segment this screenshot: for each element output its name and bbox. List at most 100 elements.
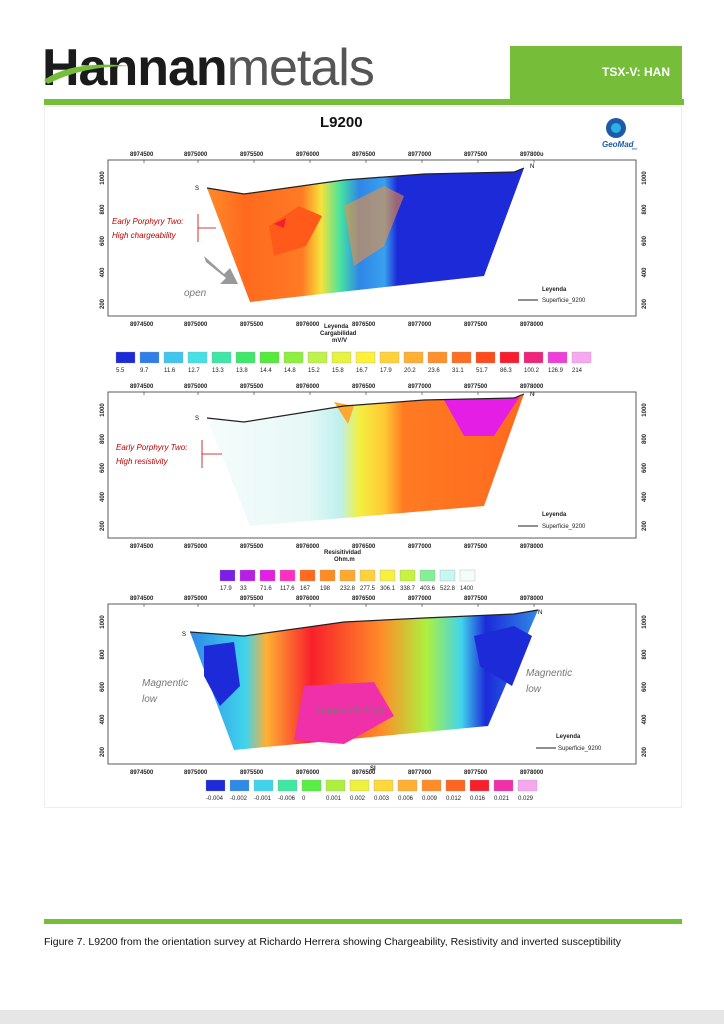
depth-tick-left: 200 xyxy=(100,298,106,309)
depth-tick-left: 400 xyxy=(100,491,106,502)
legend-line-2: Superficie_9200 xyxy=(542,524,586,530)
scale-swatch xyxy=(259,569,276,582)
south-label-2: S xyxy=(195,416,199,422)
scale-value-label: 198 xyxy=(320,586,331,592)
scale-swatch xyxy=(445,779,466,792)
scale-swatch xyxy=(331,351,352,364)
north-label-2: N xyxy=(530,392,534,398)
scale-value-label: 33 xyxy=(240,586,247,592)
scale-swatch xyxy=(419,569,436,582)
scale-value-label: 117.6 xyxy=(280,586,295,592)
depth-tick-left: 200 xyxy=(100,520,106,531)
left-mag-label-1: Magnentic xyxy=(142,678,188,689)
depth-tick-right: 200 xyxy=(642,298,648,309)
depth-tick-right: 800 xyxy=(642,204,648,215)
bottom-tick-label: 8975000 xyxy=(184,544,208,550)
scale-title-2a: Resisitividad xyxy=(324,550,361,556)
scale-swatch xyxy=(205,779,226,792)
bottom-tick-label: 8978000 xyxy=(520,544,544,550)
scale-value-label: 0.002 xyxy=(350,796,366,802)
scale-swatch xyxy=(299,569,316,582)
legend-title-2: Leyenda xyxy=(542,512,567,518)
depth-tick-left: 400 xyxy=(100,267,106,278)
north-label-3: N xyxy=(538,610,542,616)
scale-value-label: 11.6 xyxy=(164,368,176,374)
scale-value-label: 0.001 xyxy=(326,796,342,802)
bottom-tick-label: 8978000 xyxy=(520,322,544,328)
top-tick-label: 8975500 xyxy=(240,152,264,158)
scale-value-label: 0.009 xyxy=(422,796,438,802)
bottom-tick-label: 8976500 xyxy=(352,770,376,776)
bottom-tick-label: 8977500 xyxy=(464,544,488,550)
scale-value-label: 522.8 xyxy=(440,586,456,592)
scale-value-label: 31.1 xyxy=(452,368,464,374)
surface-line-3 xyxy=(189,609,539,637)
scale-swatch xyxy=(571,351,592,364)
depth-right-3: 1000 800 600 400 200 xyxy=(642,615,648,757)
scale-swatch xyxy=(279,569,296,582)
bottom-tick-label: 8975500 xyxy=(240,544,264,550)
scale-swatch xyxy=(253,779,274,792)
depth-tick-right: 600 xyxy=(642,462,648,473)
top-tick-label: 8977500 xyxy=(464,384,488,390)
scale-value-label: 1400 xyxy=(460,586,474,592)
logo-light-text: metals xyxy=(226,39,375,97)
bottom-tick-label: 8977500 xyxy=(464,322,488,328)
scale-swatch xyxy=(235,351,256,364)
axis-top-3: 8974500 8975000 8975500 8976000 8976500 89770… xyxy=(130,596,544,607)
scale-value-label: 71.6 xyxy=(260,586,272,592)
scale-title-1c: mV/V xyxy=(332,338,347,344)
depth-left-2: 1000 800 600 400 200 xyxy=(100,403,106,531)
logo-swoosh-icon xyxy=(44,64,130,84)
scale-value-label: 0.003 xyxy=(374,796,390,802)
geomad-text: GeoMad xyxy=(602,140,635,149)
scale-swatch xyxy=(339,569,356,582)
bottom-tick-label: 8977000 xyxy=(408,544,432,550)
chargeability-panel: 8974500 8975000 8975500 8976000 8976500 89770… xyxy=(100,152,648,374)
top-tick-label: 8974500 xyxy=(130,152,154,158)
scale-value-label: 12.7 xyxy=(188,368,200,374)
axis-bottom-2: 8974500 8975000 8975500 8976000 8976500 89770… xyxy=(130,544,544,550)
scale-swatch xyxy=(379,569,396,582)
scale-swatch xyxy=(325,779,346,792)
depth-tick-left: 1000 xyxy=(100,403,106,417)
scale-value-label: 232.8 xyxy=(340,586,356,592)
scale-value-label: 306.1 xyxy=(380,586,396,592)
depth-tick-right: 800 xyxy=(642,649,648,660)
geophysics-figure: GeoMad eirl 8974500 8975000 8975500 8976000… xyxy=(100,118,648,802)
scale-value-label: 17.9 xyxy=(220,586,232,592)
scale-value-label: 17.9 xyxy=(380,368,392,374)
ticker-banner: TSX-V: HAN xyxy=(510,46,682,101)
legend-line-3: Superficie_9200 xyxy=(558,746,602,752)
bottom-tick-label: 8976500 xyxy=(352,544,376,550)
scale-value-label: 5.5 xyxy=(116,368,125,374)
axis-top-1: 8974500 8975000 8975500 8976000 8976500 89770… xyxy=(130,152,544,163)
scale-value-label: 214 xyxy=(572,368,583,374)
scale-swatch xyxy=(547,351,568,364)
bottom-tick-label: 8978000 xyxy=(520,770,544,776)
depth-right-2: 1000 800 600 400 200 xyxy=(642,403,648,531)
resistivity-colorscale: 17.9 33 71.6 117.6 167 198 232.8 277.5 306.1 338.… xyxy=(219,569,476,592)
chargeability-colorscale: 5.5 9.7 11.6 12.7 13.3 13.8 14.4 14.8 15.2 15.8 16… xyxy=(115,351,592,374)
right-mag-label-1: Magnentic xyxy=(526,668,572,679)
depth-tick-right: 600 xyxy=(642,235,648,246)
top-tick-label: 8976500 xyxy=(352,384,376,390)
scale-swatch xyxy=(493,779,514,792)
depth-tick-right: 400 xyxy=(642,267,648,278)
top-tick-label: 897800υ xyxy=(520,152,544,158)
scale-value-label: 0 xyxy=(302,796,306,802)
scale-swatch xyxy=(397,779,418,792)
resistivity-section xyxy=(207,394,524,526)
center-mag-label: Magnentic high xyxy=(316,706,384,717)
bottom-tick-label: 8976500 xyxy=(352,322,376,328)
scale-swatch xyxy=(301,779,322,792)
figure-caption: Figure 7. L9200 from the orientation sur… xyxy=(44,936,621,948)
scale-value-label: 14.4 xyxy=(260,368,272,374)
susceptibility-section xyxy=(190,610,538,750)
figure-title: L9200 xyxy=(320,114,363,131)
depth-tick-left: 1000 xyxy=(100,171,106,185)
scale-swatch xyxy=(359,569,376,582)
resistivity-panel: 8974500 8975000 8975500 8976000 8976500 89770… xyxy=(100,384,648,592)
bottom-tick-label: 8975500 xyxy=(240,322,264,328)
geomad-logo: GeoMad eirl xyxy=(602,118,637,151)
